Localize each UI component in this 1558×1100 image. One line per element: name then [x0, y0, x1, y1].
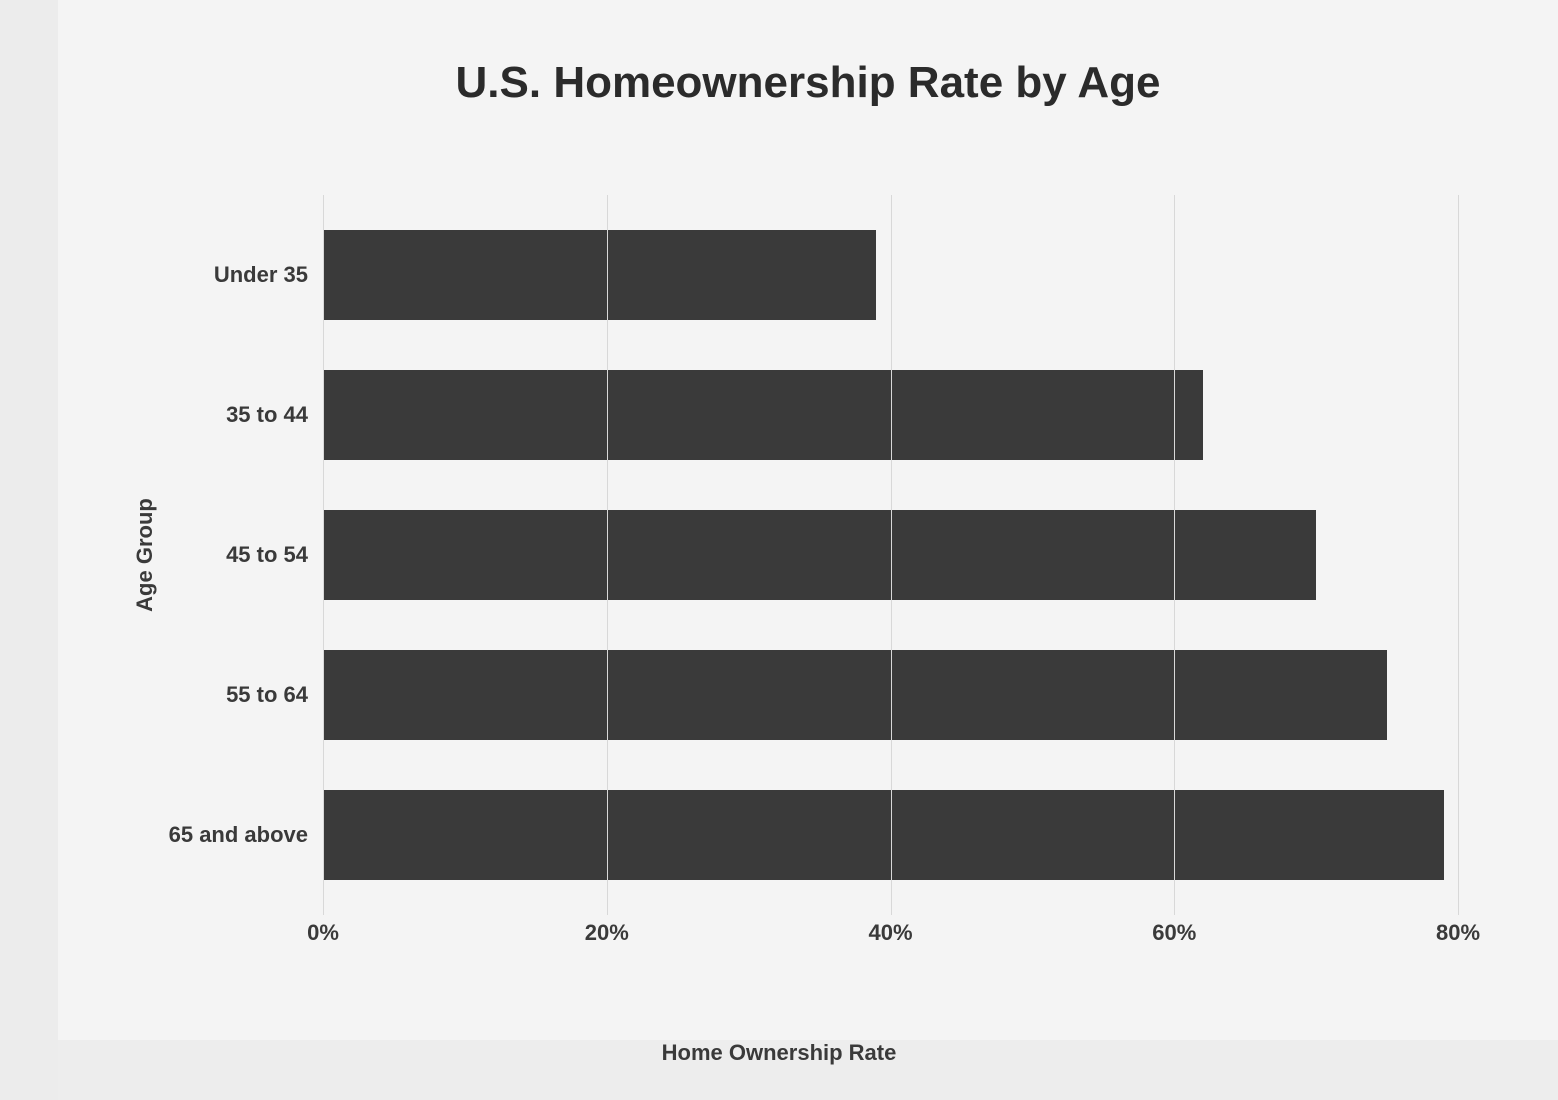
x-axis-label: Home Ownership Rate: [0, 1040, 1558, 1066]
category-label: 45 to 54: [226, 485, 308, 625]
gridline: [1174, 195, 1175, 915]
x-tick-label: 40%: [868, 920, 912, 946]
category-label: 65 and above: [169, 765, 308, 905]
gridline: [607, 195, 608, 915]
gridline: [891, 195, 892, 915]
bar: [323, 650, 1387, 740]
gridline: [1458, 195, 1459, 915]
y-axis-label: Age Group: [132, 498, 158, 612]
bar: [323, 790, 1444, 880]
gridline: [323, 195, 324, 915]
x-tick-label: 0%: [307, 920, 339, 946]
left-band: [0, 0, 58, 1100]
plot-area: Under 3535 to 4445 to 5455 to 6465 and a…: [323, 195, 1458, 915]
bar: [323, 230, 876, 320]
category-label: Under 35: [214, 205, 308, 345]
chart-area: U.S. Homeownership Rate by Age Age Group…: [58, 0, 1558, 1040]
x-tick-label: 80%: [1436, 920, 1480, 946]
x-tick-label: 60%: [1152, 920, 1196, 946]
bar: [323, 510, 1316, 600]
category-label: 55 to 64: [226, 625, 308, 765]
category-label: 35 to 44: [226, 345, 308, 485]
x-tick-label: 20%: [585, 920, 629, 946]
bar: [323, 370, 1203, 460]
chart-title: U.S. Homeownership Rate by Age: [58, 58, 1558, 108]
